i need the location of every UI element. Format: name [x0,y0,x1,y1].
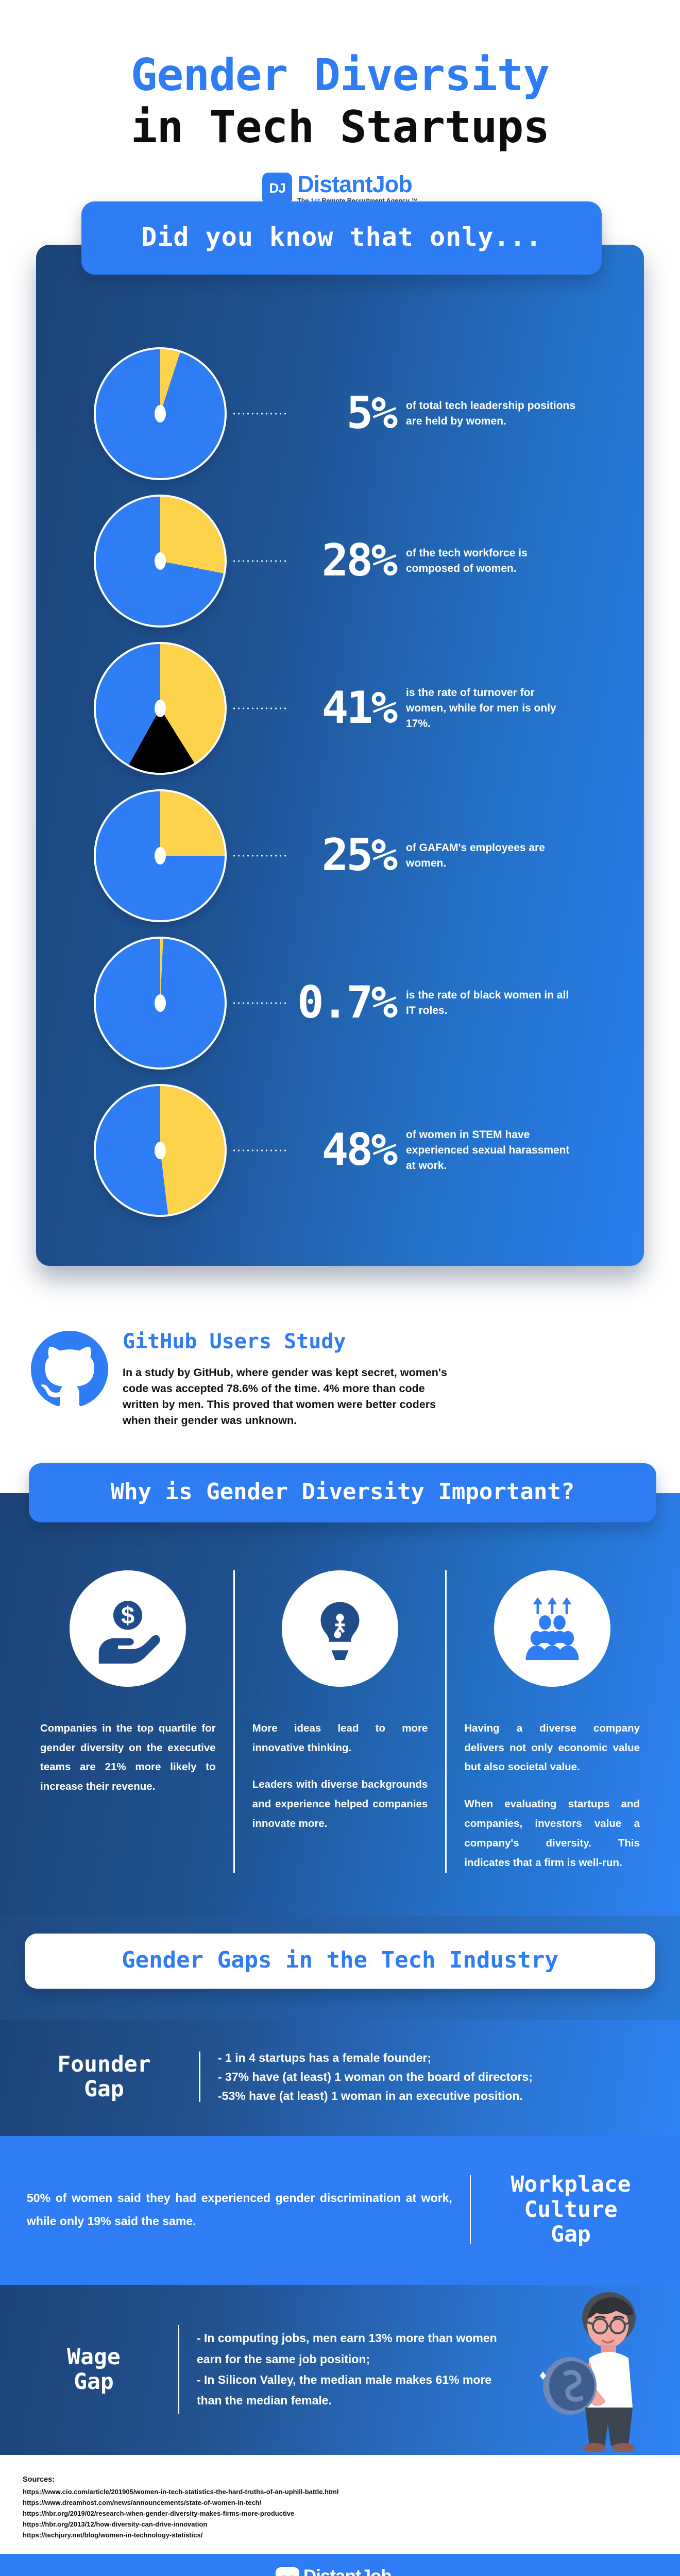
money-in-hand-icon: $ [70,1570,186,1687]
github-study-text: In a study by GitHub, where gender was k… [123,1366,447,1427]
stat-value: 48% [321,1124,398,1176]
why-column-text: More ideas lead to more innovative think… [252,1722,428,1830]
pie-chart-48 [96,1086,225,1215]
founder-gap-line: - 37% have (at least) 1 woman on the boa… [218,2070,533,2083]
source-link[interactable]: https://techjury.net/blog/women-in-techn… [23,2531,203,2539]
divider [178,2325,179,2414]
stat-row: 0.7% is the rate of black women in all I… [36,935,644,1071]
pie-chart-25 [96,791,225,920]
stat-row: 48% of women in STEM have experienced se… [36,1082,644,1218]
why-diversity-panel: Why is Gender Diversity Important? $ Com… [0,1463,680,1917]
stat-value: 5% [346,387,398,439]
page-title-line-2: in Tech Startups [130,101,550,154]
stat-description: is the rate of turnover for women, while… [406,687,556,730]
pie-chart-28 [96,496,225,625]
why-column-value: Having a diverse company delivers not on… [445,1570,657,1873]
pie-hub [155,846,166,865]
leader-dots [232,707,287,709]
pie-hub [155,1141,166,1159]
github-octocat-icon [31,1328,108,1411]
founder-gap-band: Founder Gap - 1 in 4 startups has a fema… [0,2020,680,2137]
page-title-line-1: Gender Diversity [130,49,550,101]
stat-description: of the tech workforce is composed of wom… [406,547,528,574]
wage-gap-line: - In Silicon Valley, the median male mak… [196,2372,492,2408]
distantjob-footer-logo-name: DistantJob [303,2567,404,2576]
founder-gap-body: - 1 in 4 startups has a female founder; … [218,2048,653,2105]
stat-value: 28% [321,535,398,587]
stat-row: 28% of the tech workforce is composed of… [36,493,644,629]
distantjob-footer-logo[interactable]: DJ DistantJob The 1st Remote Recruitment… [275,2567,404,2576]
stat-description: of total tech leadership positions are h… [406,400,576,427]
wage-gap-band: Wage Gap - In computing jobs, men earn 1… [0,2284,680,2455]
leader-dots [232,560,287,562]
pie-hub [155,699,166,717]
stat-row: 41% is the rate of turnover for women, w… [36,640,644,776]
stat-value: 25% [321,829,398,882]
gaps-heading-label: Gender Gaps in the Tech Industry [122,1947,558,1974]
why-column-innovation: More ideas lead to more innovative think… [233,1570,446,1873]
stats-panel: Did you know that only... 5% of total te… [36,201,644,1266]
stat-description: is the rate of black women in all IT rol… [406,989,569,1016]
founder-gap-line: -53% have (at least) 1 woman in an execu… [218,2089,523,2103]
distantjob-logo[interactable]: DJ DistantJob The 1st Remote Recruitment… [262,171,418,205]
distantjob-logo-mark: DJ [262,172,293,205]
stat-value: 0.7% [297,977,398,1029]
stat-description: of women in STEM have experienced sexual… [406,1129,570,1172]
sources-title: Sources: [23,2475,55,2484]
gaps-heading-card: Gender Gaps in the Tech Industry [25,1934,655,1989]
pie-hub [155,552,166,570]
why-diversity-banner-label: Why is Gender Diversity Important? [110,1478,575,1505]
leader-dots [232,1002,287,1004]
wage-gap-body: - In computing jobs, men earn 13% more t… [197,2328,510,2411]
wage-gap-label: Wage Gap [67,2344,121,2395]
workplace-culture-gap-label: Workplace Culture Gap [511,2172,631,2247]
stat-description: of GAFAM's employees are women. [406,842,545,869]
source-link[interactable]: https://hbr.org/2013/12/how-diversity-ca… [23,2520,208,2529]
divider [469,2175,471,2244]
github-study-section: GitHub Users Study In a study by GitHub,… [0,1266,680,1429]
stat-value: 41% [321,682,398,734]
lightbulb-idea-icon [282,1570,398,1687]
founder-gap-line: - 1 in 4 startups has a female founder; [218,2051,432,2065]
leader-dots [232,854,287,857]
people-growth-icon [494,1570,610,1687]
github-study-title: GitHub Users Study [123,1329,346,1353]
why-column-text: Having a diverse company delivers not on… [464,1722,640,1869]
pie-chart-41 [96,643,225,773]
distantjob-logo-name: DistantJob [297,171,413,197]
stat-row: 5% of total tech leadership positions ar… [36,346,644,482]
sources-section: Sources: https://www.cio.com/article/201… [0,2454,680,2554]
source-link[interactable]: https://hbr.org/2019/02/research-when-ge… [23,2510,295,2518]
did-you-know-banner: Did you know that only... [81,201,602,275]
page-footer: DJ DistantJob The 1st Remote Recruitment… [0,2554,680,2576]
wage-gap-line: - In computing jobs, men earn 13% more t… [196,2331,497,2366]
why-column-revenue: $ Companies in the top quartile for gend… [23,1570,233,1873]
svg-text:$: $ [121,1602,134,1629]
divider [199,2052,200,2103]
sources-list: https://www.cio.com/article/201905/women… [23,2486,680,2540]
woman-holding-coin-illustration [512,2285,667,2455]
page-header: Gender Diversity in Tech Startups DJ Dis… [0,0,680,205]
pie-chart-5 [96,349,225,478]
did-you-know-banner-label: Did you know that only... [141,222,542,252]
pie-chart-0-7 [96,938,225,1067]
workplace-culture-gap-body: 50% of women said they had experienced g… [27,2191,452,2228]
pie-hub [155,994,166,1012]
why-diversity-banner: Why is Gender Diversity Important? [29,1463,656,1522]
gaps-heading-section: Gender Gaps in the Tech Industry [0,1916,680,2020]
why-column-text: Companies in the top quartile for gender… [40,1722,216,1793]
leader-dots [232,1149,287,1151]
leader-dots [232,412,287,415]
source-link[interactable]: https://www.dreamhost.com/news/announcem… [23,2498,262,2506]
stat-row: 25% of GAFAM's employees are women. [36,788,644,924]
workplace-culture-gap-band: 50% of women said they had experienced g… [0,2136,680,2285]
stats-section: Did you know that only... 5% of total te… [0,201,680,1266]
pie-hub [155,404,166,422]
founder-gap-label: Founder Gap [57,2052,151,2103]
source-link[interactable]: https://www.cio.com/article/201905/women… [23,2487,339,2496]
distantjob-footer-logo-mark: DJ [275,2567,299,2576]
why-diversity-section: Why is Gender Diversity Important? $ Com… [0,1463,680,1917]
